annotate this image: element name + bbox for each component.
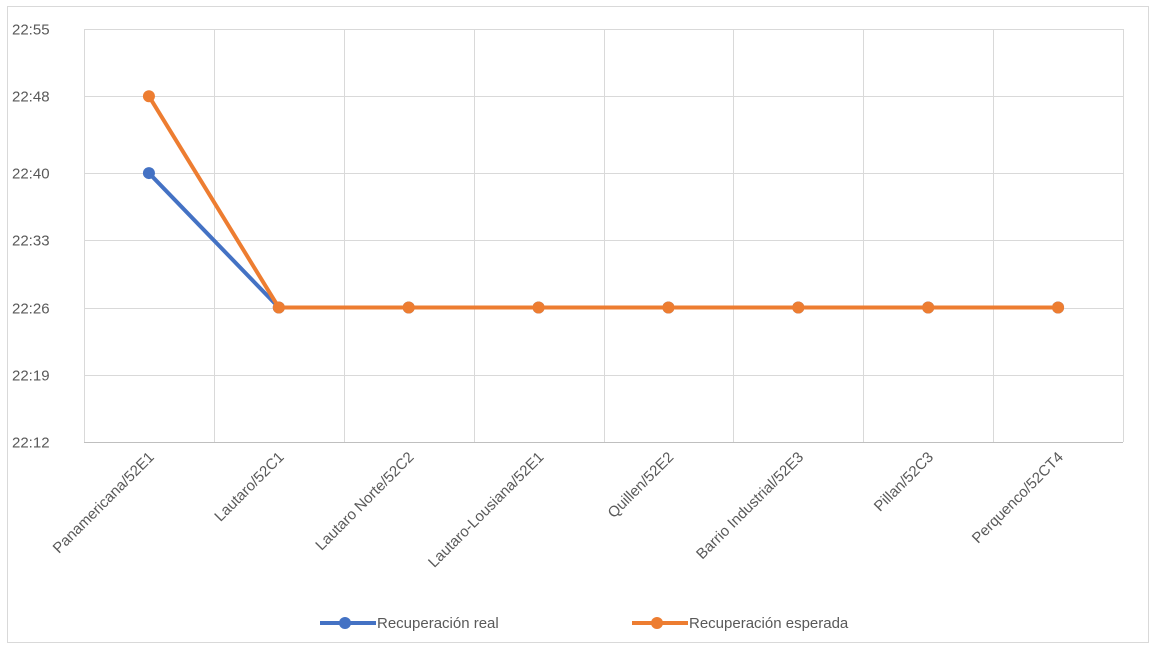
series-line: [146, 94, 1061, 310]
data-point: [1052, 301, 1065, 314]
gridlines: [84, 29, 1124, 443]
data-point: [272, 301, 285, 314]
data-point: [142, 90, 155, 103]
legend: Recuperación real Recuperación esperada: [320, 615, 849, 632]
y-tick-label: 22:26: [12, 301, 50, 318]
chart-border: [7, 6, 1149, 643]
legend-label: Recuperación real: [377, 615, 499, 632]
y-tick-label: 22:33: [12, 233, 50, 250]
series-expected: [142, 90, 1065, 314]
data-point: [922, 301, 935, 314]
y-tick-label: 22:12: [12, 435, 50, 452]
legend-swatch-marker: [339, 617, 351, 629]
legend-entry: Recuperación real: [320, 615, 499, 632]
y-tick-label: 22:55: [12, 22, 50, 39]
legend-swatch-marker: [651, 617, 663, 629]
y-tick-label: 22:40: [12, 166, 50, 183]
legend-entry: Recuperación esperada: [632, 615, 849, 632]
y-tick-label: 22:19: [12, 368, 50, 385]
data-point: [662, 301, 675, 314]
data-point: [402, 301, 415, 314]
legend-label: Recuperación esperada: [689, 615, 849, 632]
y-tick-labels: 22:12 22:19 22:26 22:33 22:40 22:48 22:55: [12, 22, 50, 452]
y-tick-label: 22:48: [12, 89, 50, 106]
series-group: [142, 90, 1065, 314]
data-point: [792, 301, 805, 314]
data-point: [532, 301, 545, 314]
data-point: [142, 167, 155, 180]
